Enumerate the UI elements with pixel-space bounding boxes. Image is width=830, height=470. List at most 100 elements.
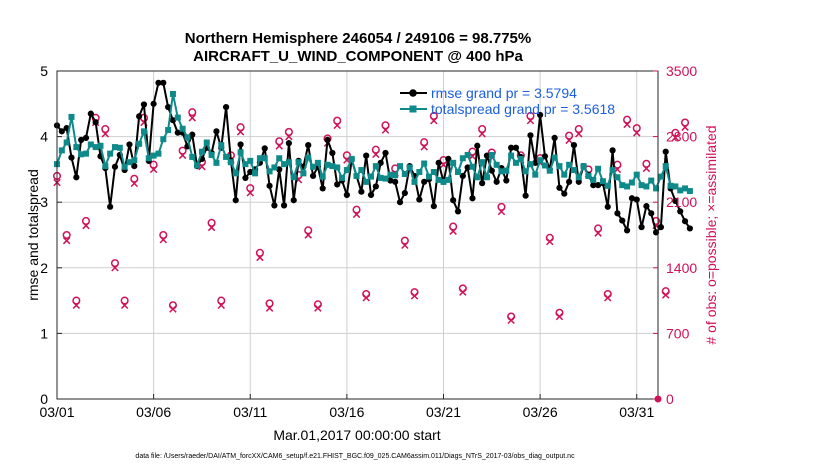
rmse-point [479, 180, 486, 187]
y-left-tick-label: 0 [40, 391, 48, 407]
rmse-point [416, 196, 423, 203]
rmse-point [285, 140, 292, 147]
totalspread-point [358, 167, 365, 174]
footer-data-file: data file: /Users/raeder/DAI/ATM_forcXX/… [135, 453, 575, 460]
rmse-point [556, 184, 563, 191]
totalspread-point [435, 176, 442, 183]
totalspread-point [58, 147, 65, 154]
obs-assimilated-marker [661, 291, 670, 299]
totalspread-point [232, 170, 239, 177]
totalspread-point [140, 128, 147, 135]
rmse-point [551, 134, 558, 142]
obs-possible-marker [400, 236, 409, 245]
totalspread-point [145, 155, 152, 162]
totalspread-point [488, 151, 495, 158]
rmse-point [237, 141, 244, 148]
obs-assimilated-marker [381, 126, 390, 134]
obs-possible-marker [120, 296, 129, 305]
rmse-point [280, 202, 288, 209]
obs-possible-marker [207, 218, 216, 227]
plot-background [57, 71, 658, 399]
totalspread-point [295, 159, 302, 166]
obs-assimilated-marker [130, 179, 139, 188]
obs-possible-marker [449, 222, 458, 231]
obs-assimilated-marker [449, 227, 457, 235]
totalspread-point [624, 183, 631, 190]
rmse-point [570, 142, 578, 149]
obs-assimilated-marker [671, 133, 680, 142]
y-left-tick-label: 4 [40, 129, 48, 145]
totalspread-point [619, 182, 626, 189]
rmse-point [445, 155, 452, 163]
totalspread-point [324, 161, 331, 168]
totalspread-point [585, 172, 592, 179]
rmse-point [488, 167, 495, 174]
rmse-point [387, 177, 394, 184]
y-left-tick-label: 3 [40, 194, 48, 210]
rmse-point [126, 141, 133, 148]
totalspread-point [430, 169, 437, 176]
totalspread-point [102, 163, 109, 170]
y-axis-right-label: # of obs: o=possible; ×=assimilated [703, 125, 719, 344]
obs-possible-marker [342, 151, 351, 160]
rmse-point [648, 210, 655, 217]
totalspread-point [469, 163, 476, 170]
totalspread-point [566, 161, 573, 168]
totalspread-point [483, 174, 490, 181]
obs-possible-marker [352, 205, 361, 214]
totalspread-point [556, 163, 563, 170]
rmse-point [276, 166, 283, 173]
rmse-point [363, 152, 370, 159]
totalspread-point [604, 182, 611, 189]
totalspread-point [479, 159, 486, 166]
totalspread-point [281, 161, 288, 168]
totalspread-point [672, 183, 679, 190]
rmse-point [633, 196, 640, 203]
rmse-point [594, 182, 602, 189]
totalspread-point [512, 159, 519, 166]
x-tick-label: 03/11 [233, 404, 267, 420]
totalspread-point [426, 173, 433, 180]
legend-label-rmse: rmse grand pr = 3.5794 [431, 85, 577, 101]
rmse-point [68, 154, 75, 161]
rmse-point [401, 189, 408, 197]
y-left-tick-label: 2 [40, 260, 48, 276]
totalspread-point [377, 174, 384, 181]
totalspread-point [551, 154, 558, 161]
totalspread-point [87, 141, 94, 148]
totalspread-point [440, 178, 447, 185]
obs-assimilated-marker [178, 151, 187, 160]
totalspread-point [532, 171, 539, 178]
rmse-point [643, 203, 650, 210]
obs-assimilated-marker [526, 116, 535, 125]
rmse-point [309, 172, 317, 180]
totalspread-point [546, 167, 553, 174]
rmse-point [247, 168, 254, 176]
plot-area [52, 70, 693, 400]
obs-assimilated-marker [275, 142, 283, 150]
legend-marker-spread [409, 105, 417, 113]
totalspread-point [68, 113, 75, 120]
obs-assimilated-marker [169, 305, 177, 313]
rmse-point [396, 199, 404, 206]
rmse-point [160, 79, 167, 86]
obs-possible-marker [62, 230, 71, 240]
x-axis-ticks: 03/01 03/06 03/11 03/16 03/21 03/26 03/31 [39, 394, 654, 420]
totalspread-point [136, 140, 143, 147]
obs-assimilated-marker [546, 237, 554, 246]
rmse-point [623, 227, 631, 234]
totalspread-point [614, 174, 621, 181]
totalspread-point [387, 171, 394, 178]
obs-assimilated-marker [497, 207, 506, 216]
rmse-point [358, 188, 365, 195]
rmse-point [619, 217, 626, 224]
totalspread-point [314, 159, 321, 166]
rmse-point [324, 136, 331, 143]
totalspread-point [421, 160, 428, 167]
y-right-tick-label: 2800 [666, 129, 697, 145]
rmse-point [290, 197, 297, 204]
obs-assimilated-marker [430, 116, 438, 125]
totalspread-point [126, 159, 133, 166]
rmse-point [512, 144, 520, 151]
rmse-point [78, 136, 85, 143]
